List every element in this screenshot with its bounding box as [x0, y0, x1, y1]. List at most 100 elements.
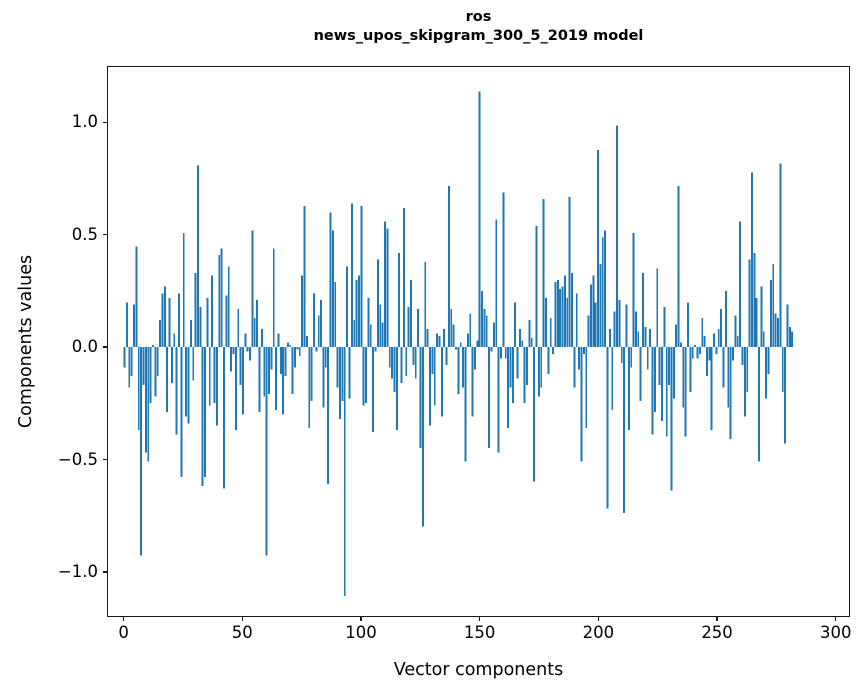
bar	[327, 347, 330, 484]
bar	[734, 315, 737, 348]
bar	[691, 347, 694, 359]
x-tick-label: 150	[463, 623, 496, 642]
bar	[275, 347, 278, 410]
bar	[511, 347, 514, 404]
bar	[488, 347, 491, 448]
bar	[694, 344, 697, 348]
bar	[173, 333, 176, 348]
bar	[407, 306, 410, 348]
x-tick-mark	[241, 617, 243, 622]
bar	[324, 347, 327, 368]
bar	[722, 347, 725, 388]
bar	[580, 347, 583, 462]
plot-axes	[107, 66, 850, 617]
bar	[575, 293, 578, 348]
bar	[627, 347, 630, 431]
y-tick-mark	[102, 571, 107, 573]
bar	[175, 347, 178, 435]
bar	[554, 282, 557, 348]
bar	[459, 342, 462, 348]
bar	[746, 347, 749, 392]
bar	[414, 347, 417, 379]
bar	[767, 347, 770, 374]
bar	[161, 293, 164, 348]
bar	[483, 309, 486, 348]
bar	[646, 347, 649, 370]
bar	[755, 297, 758, 348]
bar	[542, 199, 545, 348]
bar	[618, 300, 621, 348]
bar	[443, 329, 446, 348]
bar	[455, 347, 457, 350]
bar	[457, 347, 460, 395]
bar	[682, 347, 685, 408]
bar	[717, 329, 720, 348]
bar	[632, 232, 635, 348]
bar	[234, 347, 237, 431]
bar	[313, 293, 315, 348]
bar	[379, 304, 382, 348]
y-tick-label: −1.0	[57, 561, 98, 581]
bar	[786, 304, 789, 348]
bar	[348, 347, 351, 399]
bar	[419, 347, 422, 448]
bar	[710, 347, 713, 431]
bar	[739, 221, 742, 348]
bar	[376, 259, 379, 348]
bar	[256, 300, 259, 348]
chart-title: ros news_upos_skipgram_300_5_2019 model	[107, 8, 850, 46]
bar	[530, 338, 533, 348]
bar	[279, 347, 282, 374]
bar	[708, 347, 711, 361]
bar	[381, 322, 384, 348]
bar	[395, 347, 398, 431]
bar	[658, 347, 661, 386]
bar	[384, 221, 386, 348]
bar	[706, 347, 708, 377]
bar	[684, 347, 687, 437]
bar	[528, 320, 531, 348]
bar	[777, 317, 779, 348]
bar	[791, 331, 794, 348]
bar	[185, 347, 188, 417]
bar	[393, 347, 396, 392]
bar	[218, 255, 221, 348]
bar	[495, 219, 498, 348]
bar	[447, 185, 450, 348]
bar	[533, 347, 536, 482]
bar	[159, 320, 162, 348]
bar	[350, 203, 353, 348]
bar	[471, 347, 474, 417]
bar	[227, 266, 230, 348]
bar	[194, 273, 197, 348]
chart-title-line-2: news_upos_skipgram_300_5_2019 model	[313, 28, 644, 44]
bar	[566, 297, 569, 348]
y-tick-mark	[102, 458, 107, 461]
bar	[727, 347, 730, 408]
bar	[369, 324, 372, 348]
bar	[374, 347, 377, 352]
bar	[502, 192, 505, 348]
bar	[585, 347, 588, 428]
bar	[663, 306, 666, 348]
bar	[199, 306, 202, 348]
y-tick-mark	[102, 233, 107, 236]
bar	[701, 317, 704, 348]
bar	[665, 347, 668, 437]
bar	[606, 347, 609, 509]
bar	[421, 347, 424, 527]
bar	[282, 347, 285, 415]
bar	[559, 288, 562, 348]
bar	[765, 347, 768, 399]
bar	[166, 347, 169, 413]
bar	[689, 347, 692, 392]
bar	[365, 347, 367, 404]
bar	[736, 335, 739, 348]
bar	[573, 347, 576, 388]
bar	[518, 329, 521, 348]
bar	[440, 347, 443, 417]
bar	[137, 347, 140, 431]
bar	[130, 347, 133, 377]
bar	[592, 275, 595, 348]
